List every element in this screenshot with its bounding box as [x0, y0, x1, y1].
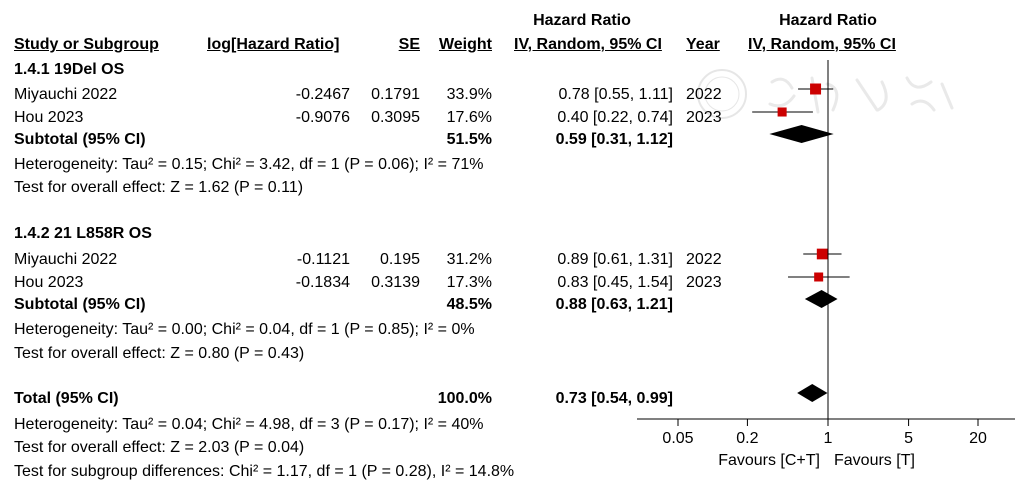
favours-right-label: Favours [T]: [834, 452, 915, 469]
summary-diamond: [805, 290, 838, 308]
study-marker: [778, 107, 787, 116]
tick-label: 1: [824, 430, 833, 447]
summary-diamond: [769, 125, 833, 143]
study-marker: [810, 84, 821, 95]
study-marker: [814, 273, 823, 282]
favours-left-label: Favours [C+T]: [718, 452, 820, 469]
tick-label: 0.05: [662, 430, 693, 447]
summary-diamond: [797, 384, 827, 402]
tick-label: 0.2: [736, 430, 758, 447]
tick-label: 20: [969, 430, 987, 447]
forest-plot: 0.05 0.2 1 5 20 Favours [C+T] Favours [T…: [0, 0, 1028, 483]
tick-label: 5: [904, 430, 913, 447]
study-marker: [817, 249, 828, 260]
